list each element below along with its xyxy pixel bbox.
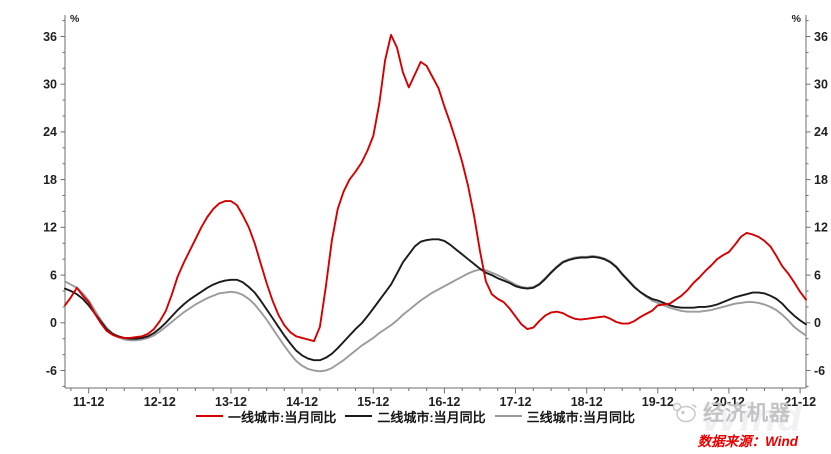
legend-item-tier1: 一线城市:当月同比 — [195, 407, 337, 426]
svg-text:0: 0 — [50, 316, 57, 330]
brand-logo-text: 经济机器 — [703, 402, 791, 425]
line-tier2 — [64, 238, 807, 362]
line-tier1 — [64, 33, 807, 343]
svg-text:30: 30 — [814, 78, 828, 92]
legend-swatch-tier1 — [195, 415, 223, 417]
y-axis-labels: 36 36 30 30 24 24 18 18 12 12 6 6 0 0 -6 -6%% — [43, 13, 828, 378]
svg-text:-6: -6 — [46, 364, 57, 378]
wind-watermark: Wind — [701, 396, 803, 440]
svg-text:36: 36 — [814, 30, 828, 44]
legend-swatch-tier2 — [345, 415, 373, 417]
svg-text:12-12: 12-12 — [144, 395, 176, 409]
brand-logo-icon — [672, 402, 697, 423]
svg-text:30: 30 — [43, 78, 57, 92]
svg-text:19-12: 19-12 — [642, 395, 674, 409]
svg-text:12: 12 — [814, 221, 828, 235]
svg-text:24: 24 — [43, 125, 57, 139]
svg-text:18: 18 — [43, 173, 57, 187]
svg-text:20-12: 20-12 — [713, 395, 745, 409]
svg-text:14-12: 14-12 — [286, 395, 318, 409]
chart-legend: 一线城市:当月同比 二线城市:当月同比 三线城市:当月同比 — [0, 406, 831, 426]
legend-item-tier2: 二线城市:当月同比 — [345, 407, 486, 426]
x-axis-labels: 11-12 12-12 13-12 14-12 15-12 16-12 17-12 18-12… — [73, 395, 816, 409]
svg-text:6: 6 — [814, 268, 821, 282]
svg-text:0: 0 — [814, 316, 821, 330]
legend-label-tier2: 二线城市:当月同比 — [377, 409, 486, 425]
svg-text:36: 36 — [43, 30, 57, 44]
svg-text:12: 12 — [43, 221, 57, 235]
svg-text:17-12: 17-12 — [500, 395, 532, 409]
svg-text:11-12: 11-12 — [73, 395, 104, 409]
legend-swatch-tier3 — [494, 415, 522, 417]
line-tier3 — [64, 255, 807, 373]
svg-text:18: 18 — [814, 173, 828, 187]
legend-item-tier3: 三线城市:当月同比 — [494, 407, 636, 426]
legend-label-tier3: 三线城市:当月同比 — [526, 409, 636, 425]
svg-text:%: % — [70, 13, 80, 25]
svg-text:21-12: 21-12 — [784, 395, 816, 409]
svg-text:15-12: 15-12 — [357, 395, 389, 409]
svg-text:16-12: 16-12 — [428, 395, 460, 409]
svg-text:13-12: 13-12 — [215, 395, 247, 409]
svg-text:%: % — [792, 13, 802, 25]
axes — [60, 15, 811, 394]
svg-text:24: 24 — [814, 125, 828, 139]
data-source-label: 数据来源：Wind — [697, 434, 798, 449]
brand-logo: 经济机器 — [670, 397, 791, 427]
svg-text:18-12: 18-12 — [571, 395, 603, 409]
svg-text:-6: -6 — [814, 364, 825, 378]
legend-label-tier1: 一线城市:当月同比 — [227, 409, 337, 425]
svg-text:6: 6 — [50, 268, 57, 282]
